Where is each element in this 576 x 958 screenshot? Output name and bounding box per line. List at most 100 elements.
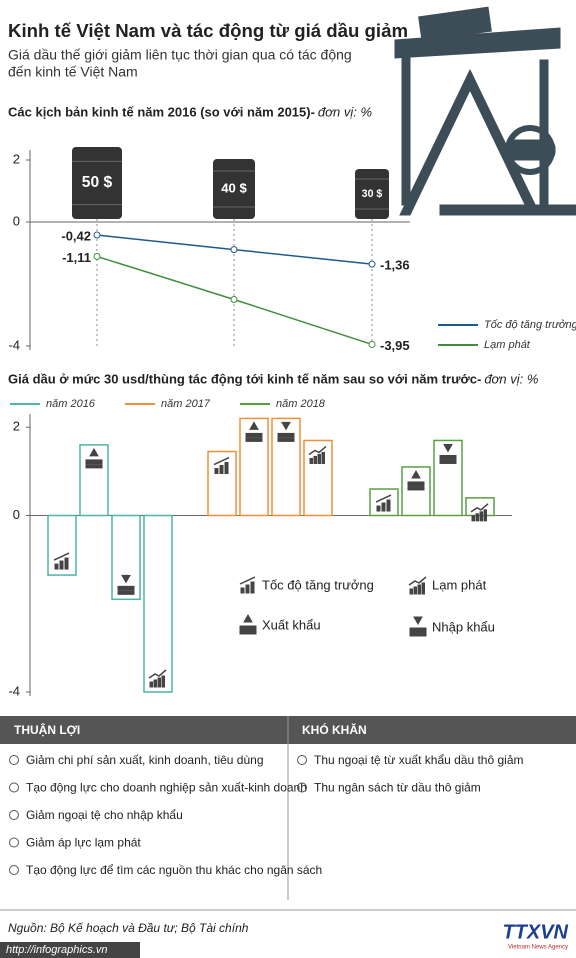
indicator-icon	[117, 574, 135, 595]
point	[368, 340, 376, 348]
icon-part	[381, 502, 386, 512]
icon-part	[421, 582, 425, 595]
icon-part	[117, 585, 135, 591]
url-bar	[0, 942, 140, 958]
indicator-icon	[239, 576, 256, 594]
bullet	[9, 810, 19, 820]
indicator-label: Lạm phát	[432, 577, 487, 592]
bar	[143, 514, 173, 693]
indicator-icon	[213, 456, 230, 475]
list-item: Thu ngân sách từ dầu thô giảm	[314, 781, 481, 795]
icon-part	[386, 499, 391, 512]
icon-part	[277, 437, 295, 442]
y-tick-label: 2	[13, 151, 20, 166]
indicator-label: Tốc độ tăng trưởng	[262, 577, 374, 592]
bar	[207, 450, 237, 517]
logo-sub: Vietnam News Agency	[508, 945, 568, 951]
legend-label: năm 2016	[46, 398, 96, 410]
icon-part	[470, 503, 489, 513]
indicator-icon	[470, 503, 489, 522]
y-tick-label: 0	[13, 213, 20, 228]
legend-label: Tốc độ tăng trưởng	[484, 319, 576, 331]
icon-part	[313, 455, 317, 464]
icon-part	[413, 616, 423, 626]
icon-part	[239, 576, 256, 585]
icon-part	[239, 625, 257, 631]
icon-part	[245, 584, 250, 594]
title: Kinh tế Việt Nam và tác động từ giá dầu …	[8, 21, 408, 41]
point	[93, 252, 101, 260]
icon-part	[443, 443, 453, 453]
point	[93, 231, 101, 239]
icon-part	[439, 459, 457, 464]
indicator-icon	[439, 443, 457, 464]
indicator-icon	[85, 447, 103, 469]
indicator-icon	[148, 669, 167, 688]
bar	[369, 488, 399, 517]
value-label: -0,42	[61, 228, 91, 243]
icon-part	[439, 454, 457, 460]
list-item: Giảm ngoại tệ cho nhập khẩu	[26, 808, 183, 822]
list-item: Giảm chi phí sản xuất, kinh doanh, tiêu …	[26, 753, 264, 767]
icon-part	[249, 421, 259, 430]
icon-part	[250, 581, 255, 594]
indicator-icon	[375, 494, 392, 512]
list-item: Tạo động lực cho doanh nghiệp sản xuất-k…	[26, 781, 307, 795]
icon-part	[411, 469, 421, 479]
icon-part	[121, 574, 131, 584]
barrel	[213, 159, 255, 219]
indicator-icon	[53, 552, 70, 570]
legend-label: năm 2017	[161, 398, 211, 410]
y-tick-label: -4	[8, 337, 20, 352]
barrel	[355, 169, 389, 219]
barrel	[72, 147, 122, 219]
barrel-label: 40 $	[221, 180, 247, 195]
barrel-label: 30 $	[362, 188, 383, 200]
icon-part	[475, 513, 479, 522]
icon-part	[157, 677, 161, 688]
bullet	[9, 755, 19, 765]
icon-part	[85, 464, 103, 469]
icon-part	[408, 576, 427, 586]
icon-part	[224, 462, 229, 475]
list-item: Thu ngoại tệ từ xuất khẩu dầu thô giảm	[314, 753, 524, 767]
bullet	[9, 865, 19, 875]
icon-part	[375, 494, 392, 503]
oil-derrick	[394, 6, 576, 216]
icon-part	[153, 679, 157, 688]
indicator-icon	[277, 421, 295, 442]
icon-part	[117, 590, 135, 595]
point	[230, 246, 238, 254]
icon-part	[317, 453, 321, 464]
bar	[433, 439, 463, 517]
indicator-label: Nhập khẩu	[432, 619, 495, 634]
point	[368, 260, 376, 268]
bullet	[297, 782, 307, 793]
y-tick-label: 2	[13, 419, 20, 434]
icon-part	[239, 630, 257, 635]
icon-part	[407, 486, 425, 491]
icon-part	[409, 632, 427, 637]
indicator-icon	[407, 469, 425, 491]
icon-part	[409, 588, 413, 595]
indicator-icon	[245, 421, 263, 442]
icon-part	[309, 457, 313, 464]
logo: TTXVN	[502, 921, 568, 943]
list-title: THUẬN LỢI	[14, 722, 80, 737]
y-tick-label: 0	[13, 507, 20, 522]
icon-part	[308, 445, 327, 456]
list-item: Giảm áp lực lạm phát	[26, 836, 141, 850]
subtitle: đến kinh tế Việt Nam	[8, 64, 138, 80]
icon-part	[149, 681, 153, 688]
icon-part	[240, 587, 245, 594]
icon-part	[54, 563, 59, 570]
list-item: Tạo động lực để tìm các nguồn thu khác c…	[26, 863, 322, 877]
subtitle: Giá dầu thế giới giảm liên tục thời gian…	[8, 47, 352, 63]
icon-part	[243, 613, 253, 623]
chart-unit: đơn vị: %	[484, 371, 538, 386]
icon-part	[148, 669, 167, 679]
icon-part	[471, 515, 475, 522]
chart-title: Các kịch bản kinh tế năm 2016 (so với nă…	[8, 104, 315, 119]
indicator-icon	[409, 616, 427, 637]
icon-part	[214, 468, 219, 475]
